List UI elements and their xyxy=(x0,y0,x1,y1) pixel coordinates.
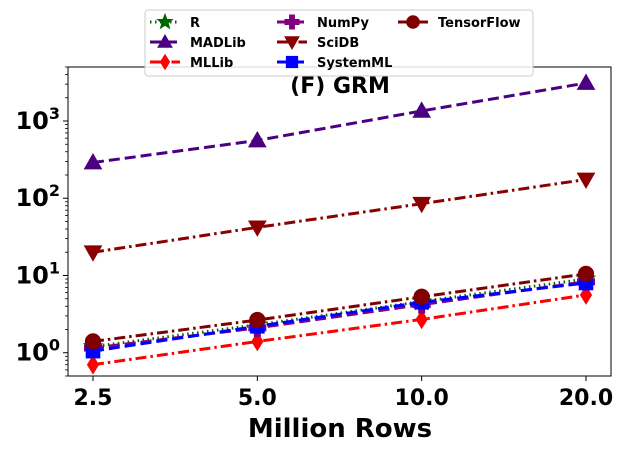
legend-marker xyxy=(157,33,173,48)
series-mllib xyxy=(86,285,593,375)
series-madlib xyxy=(83,73,596,170)
series-line xyxy=(92,177,587,254)
legend-label: MADLib xyxy=(190,36,246,51)
series-layer xyxy=(82,73,597,375)
series-tensorflow xyxy=(84,265,595,350)
legend-marker xyxy=(284,14,300,30)
legend-label: TensorFlow xyxy=(438,16,521,31)
legend-marker xyxy=(156,12,174,30)
data-point xyxy=(247,220,267,237)
legend-item-tensorflow: TensorFlow xyxy=(398,15,521,31)
legend-item-madlib: MADLib xyxy=(150,33,246,51)
x-tick-label: 2.5 xyxy=(74,386,113,411)
y-tick-label: 100 xyxy=(15,336,60,367)
data-point xyxy=(83,245,103,262)
legend-marker xyxy=(406,15,420,29)
y-tick-label: 101 xyxy=(15,258,60,289)
x-tick-label: 10.0 xyxy=(395,386,449,411)
series-line xyxy=(92,272,587,343)
data-point xyxy=(83,153,103,170)
legend-item-r: R xyxy=(150,12,200,31)
data-point xyxy=(412,101,432,118)
data-point xyxy=(84,333,102,350)
data-point xyxy=(415,309,428,330)
legend-label: SciDB xyxy=(317,36,359,51)
data-point xyxy=(577,265,595,283)
data-point xyxy=(576,73,596,90)
legend-marker xyxy=(159,53,171,71)
legend-marker xyxy=(285,55,299,69)
y-tick-label: 103 xyxy=(15,104,60,135)
y-tick-label: 102 xyxy=(15,181,60,212)
legend-item-numpy: NumPy xyxy=(277,14,369,31)
legend-item-scidb: SciDB xyxy=(277,36,359,51)
data-point xyxy=(247,130,267,148)
legend-label: NumPy xyxy=(317,16,369,31)
data-point xyxy=(251,331,264,352)
legend: R MADLib MLLib NumPy SciDB SystemML TensorFlow xyxy=(144,9,534,77)
plot-area xyxy=(67,66,612,377)
data-point xyxy=(249,311,266,329)
legend-item-mllib: MLLib xyxy=(150,53,233,71)
legend-label: MLLib xyxy=(190,56,233,71)
data-point xyxy=(86,354,100,375)
x-axis-label: Million Rows xyxy=(248,414,432,444)
data-point xyxy=(412,196,432,214)
series-line xyxy=(92,281,587,353)
x-tick-label: 20.0 xyxy=(559,386,613,411)
x-tick-label: 5.0 xyxy=(238,386,277,411)
legend-label: SystemML xyxy=(317,56,392,71)
series-line xyxy=(92,81,587,165)
data-point xyxy=(576,172,596,189)
data-point xyxy=(413,288,430,305)
legend-item-systemml: SystemML xyxy=(277,55,392,71)
legend-box xyxy=(144,9,534,77)
legend-label: R xyxy=(190,16,200,31)
series-line xyxy=(92,293,587,367)
chart-title: (F) GRM xyxy=(290,74,390,99)
series-scidb xyxy=(83,172,596,262)
legend-marker xyxy=(284,36,300,51)
